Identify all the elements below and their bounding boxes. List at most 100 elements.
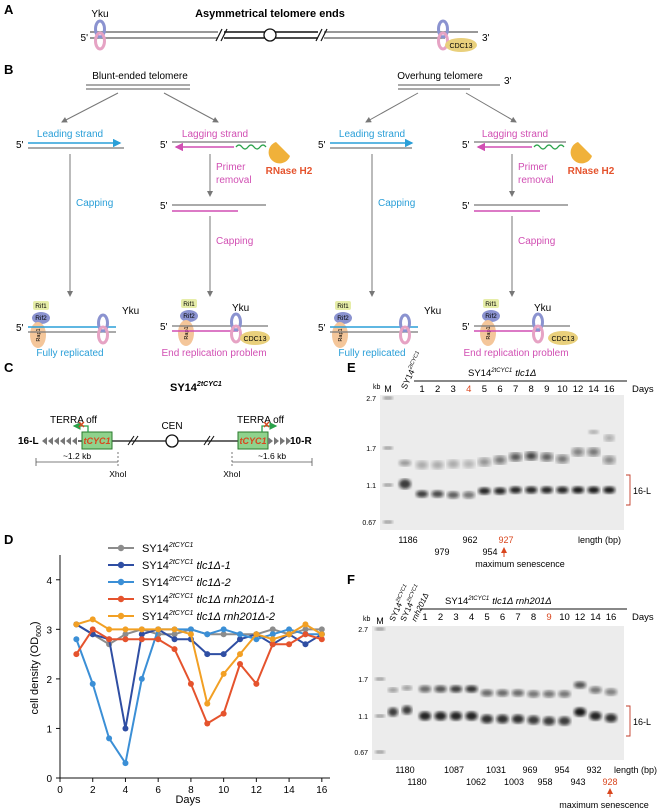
gel-f-l1-5: 954	[554, 765, 569, 775]
series-5	[73, 616, 325, 707]
data-point	[302, 621, 309, 628]
legend-swatch-marker	[117, 578, 125, 586]
gel-e-max-senescence: maximum senescence	[475, 559, 565, 569]
data-point	[220, 710, 227, 717]
gel-band	[558, 716, 571, 726]
gel-band	[605, 688, 617, 696]
gel-band	[399, 460, 411, 466]
data-point	[171, 626, 178, 633]
gel-f-l1-6: 932	[586, 765, 601, 775]
dist-right-label: ~1.6 kb	[258, 451, 286, 461]
gel-band	[375, 677, 385, 681]
data-point	[220, 626, 227, 633]
gel-band	[383, 446, 393, 450]
xhoi-right-label: XhoI	[223, 469, 241, 479]
data-point	[122, 760, 129, 767]
gel-e-length-label: length (bp)	[578, 535, 621, 545]
x-tick-label: 16	[316, 785, 328, 796]
rnase-h2-icon	[268, 142, 290, 164]
data-point	[122, 631, 129, 638]
gel-f-l1-2: 1087	[444, 765, 464, 775]
panel-b-right-complex-1: Rif1 Rif2 Rap1 5' Yku Fully replicated	[318, 301, 441, 359]
cdc13-label: CDC13	[552, 336, 575, 343]
gel-band	[525, 486, 538, 494]
panel-a: A Asymmetrical telomere ends Yku 5' 3' C…	[4, 2, 490, 52]
panel-b-right-fully-label: Fully replicated	[338, 348, 405, 359]
gel-band	[574, 707, 586, 717]
yku-ring-icon	[94, 19, 106, 51]
gel-band	[572, 486, 584, 494]
rif2-label: Rif2	[337, 315, 349, 322]
rif2-label: Rif2	[485, 313, 497, 320]
gel-f-kb-label: kb	[363, 616, 371, 623]
tcyc1-left-label: tCYC1	[83, 436, 110, 446]
panel-letter-a: A	[4, 2, 14, 17]
gel-band	[587, 448, 600, 456]
gel-e-kb-label: kb	[373, 384, 381, 391]
series-line	[75, 627, 323, 725]
day-label: 10	[557, 384, 568, 395]
gel-e-marker-1.7: 1.7	[366, 446, 376, 453]
gel-band	[388, 707, 398, 717]
gel-band	[527, 715, 540, 725]
data-point	[204, 720, 211, 727]
data-point	[155, 626, 162, 633]
cdc13-icon	[445, 38, 477, 52]
gel-f-days-label: Days	[632, 612, 654, 623]
panel-b-right-primer-label-2: removal	[518, 175, 554, 186]
data-point	[269, 626, 276, 633]
data-point	[122, 636, 129, 643]
gel-band	[465, 711, 478, 721]
gel-e-length-1: 1186	[398, 535, 417, 545]
gel-band	[574, 681, 586, 689]
gel-f-l1-3: 1031	[486, 765, 506, 775]
gel-band	[402, 705, 412, 715]
data-point	[89, 626, 96, 633]
gel-band	[462, 460, 475, 468]
data-point	[73, 621, 80, 628]
panel-b-five-prime-5: 5'	[160, 322, 168, 333]
arm-10r-label: 10-R	[290, 436, 312, 447]
dist-left-label: ~1.2 kb	[63, 451, 91, 461]
gel-band	[556, 455, 569, 463]
gel-f-l2-5: 943	[570, 777, 585, 787]
day-label: 2	[438, 612, 443, 623]
panel-b-right-rnase-label: RNase H2	[568, 166, 615, 177]
panel-b-left-primer-label-1: Primer	[216, 162, 246, 173]
x-tick-label: 10	[218, 785, 230, 796]
gel-f-l2-1: 1180	[407, 777, 426, 787]
data-point	[138, 626, 145, 633]
gel-f-l1-4: 969	[522, 765, 537, 775]
legend-label: SY142tCYC1	[142, 542, 194, 555]
gel-f-header: SY142tCYC1 tlc1Δ rnh201Δ	[445, 596, 552, 607]
legend-swatch-marker	[117, 544, 125, 552]
day-label: 9	[546, 612, 551, 623]
rif1-label: Rif1	[485, 301, 497, 308]
gel-e-day-labels: 1 2 3 4 5 6 7 8 9 10 12 14 16	[419, 384, 614, 395]
day-label: 12	[575, 612, 586, 623]
rap1-label: Rap1	[338, 328, 344, 341]
data-point	[269, 641, 276, 648]
telomere-arrows-left	[42, 437, 77, 445]
day-label: 1	[419, 384, 424, 395]
y-tick-label: 0	[46, 774, 52, 785]
panel-b-five-prime-6: 5'	[318, 323, 326, 334]
day-label: 14	[588, 384, 599, 395]
panel-f: F kb M SY142tCYC1 SY142tCYC1 rnh201Δ SY1…	[347, 572, 657, 810]
gel-e-header: SY142tCYC1 tlc1Δ	[468, 368, 536, 379]
gel-band	[603, 486, 616, 494]
gel-e-marker-2.7: 2.7	[366, 396, 376, 403]
yku-label: Yku	[122, 306, 139, 317]
panel-b-right-complex-2: Rif1 Rif2 Rap1 5' Yku CDC13 End replicat…	[462, 299, 578, 359]
day-label: 7	[515, 612, 520, 623]
panel-a-three-prime: 3'	[482, 33, 490, 44]
gel-band	[388, 687, 398, 693]
gel-band	[434, 711, 447, 721]
panel-b-right-five-prime: 5'	[318, 140, 326, 151]
data-point	[204, 651, 211, 658]
day-label: 6	[497, 384, 502, 395]
yku-label: Yku	[232, 303, 249, 314]
series-4	[73, 626, 325, 727]
